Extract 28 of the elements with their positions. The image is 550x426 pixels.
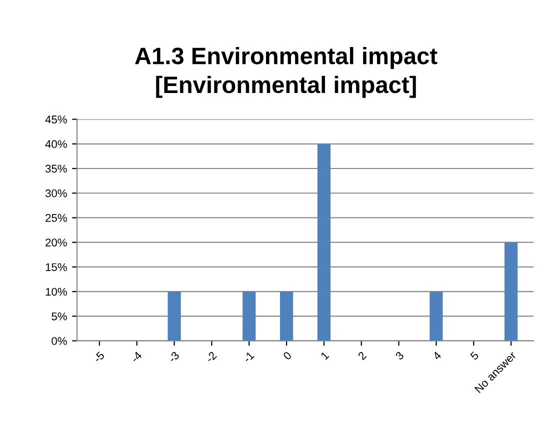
x-tick-label: 0 [282,351,292,360]
y-tick-label: 15% [46,263,67,272]
x-tick-label: 3 [394,351,404,360]
y-tick-label: 10% [46,288,67,296]
x-tick-label: -5 [93,351,105,363]
bar [504,242,518,341]
bar [317,144,331,341]
y-tick-label: 45% [45,116,67,124]
bar [430,292,443,341]
bar [242,292,256,341]
y-tick-label: 0% [52,337,67,345]
y-tick-label: 20% [46,238,67,246]
y-tick-label: 30% [45,189,67,198]
x-tick-label: -1 [242,351,254,363]
x-tick-label: -4 [130,351,142,363]
x-tick-label: 2 [358,351,367,360]
x-tick-label: 5 [470,351,480,360]
bar [280,292,294,341]
y-tick-label: 25% [46,214,67,222]
x-tick-label: 4 [432,351,442,360]
chart-title: A1.3 Environmental impact [Environmental impact] [135,46,438,98]
y-tick-label: 35% [45,164,67,173]
bar [168,292,181,341]
x-tick-label: 1 [320,351,330,360]
y-tick-label: 40% [45,140,67,148]
x-tick-label: -2 [205,351,218,363]
x-tick-label: -3 [168,351,180,363]
y-tick-label: 5% [52,312,67,320]
